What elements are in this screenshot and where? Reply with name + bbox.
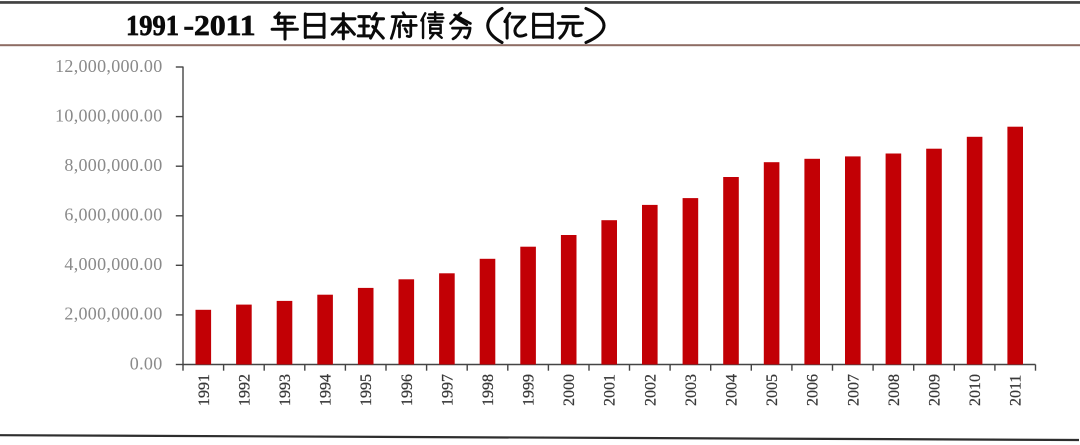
svg-text:2010: 2010 [967,374,984,406]
svg-text:10,000,000.00: 10,000,000.00 [55,105,162,125]
svg-text:2009: 2009 [927,374,944,406]
svg-text:2002: 2002 [642,374,659,406]
svg-text:1992: 1992 [236,374,253,406]
svg-text:6,000,000.00: 6,000,000.00 [64,205,162,225]
svg-text:2007: 2007 [845,374,862,406]
svg-text:2011: 2011 [1008,375,1025,406]
svg-text:2004: 2004 [724,374,741,406]
svg-text:1991: 1991 [196,374,213,406]
svg-text:1991: 1991 [126,11,179,42]
svg-text:1999: 1999 [521,374,538,406]
svg-text:12,000,000.00: 12,000,000.00 [55,56,162,76]
svg-text:4,000,000.00: 4,000,000.00 [64,254,162,274]
svg-text:1996: 1996 [399,374,416,406]
svg-text:1994: 1994 [318,374,335,406]
svg-text:0.00: 0.00 [130,353,163,373]
svg-text:2000: 2000 [561,374,578,406]
svg-text:2006: 2006 [805,374,822,406]
svg-text:8,000,000.00: 8,000,000.00 [64,155,162,175]
svg-text:2003: 2003 [683,374,700,406]
svg-text:1997: 1997 [439,374,456,406]
svg-text:1998: 1998 [480,374,497,406]
svg-text:1993: 1993 [277,374,294,406]
svg-text:1995: 1995 [358,374,375,406]
svg-text:2008: 2008 [886,374,903,406]
svg-text:2005: 2005 [764,374,781,406]
svg-text:2001: 2001 [602,374,619,406]
svg-text:-2011: -2011 [184,11,256,42]
svg-text:2,000,000.00: 2,000,000.00 [64,304,162,324]
